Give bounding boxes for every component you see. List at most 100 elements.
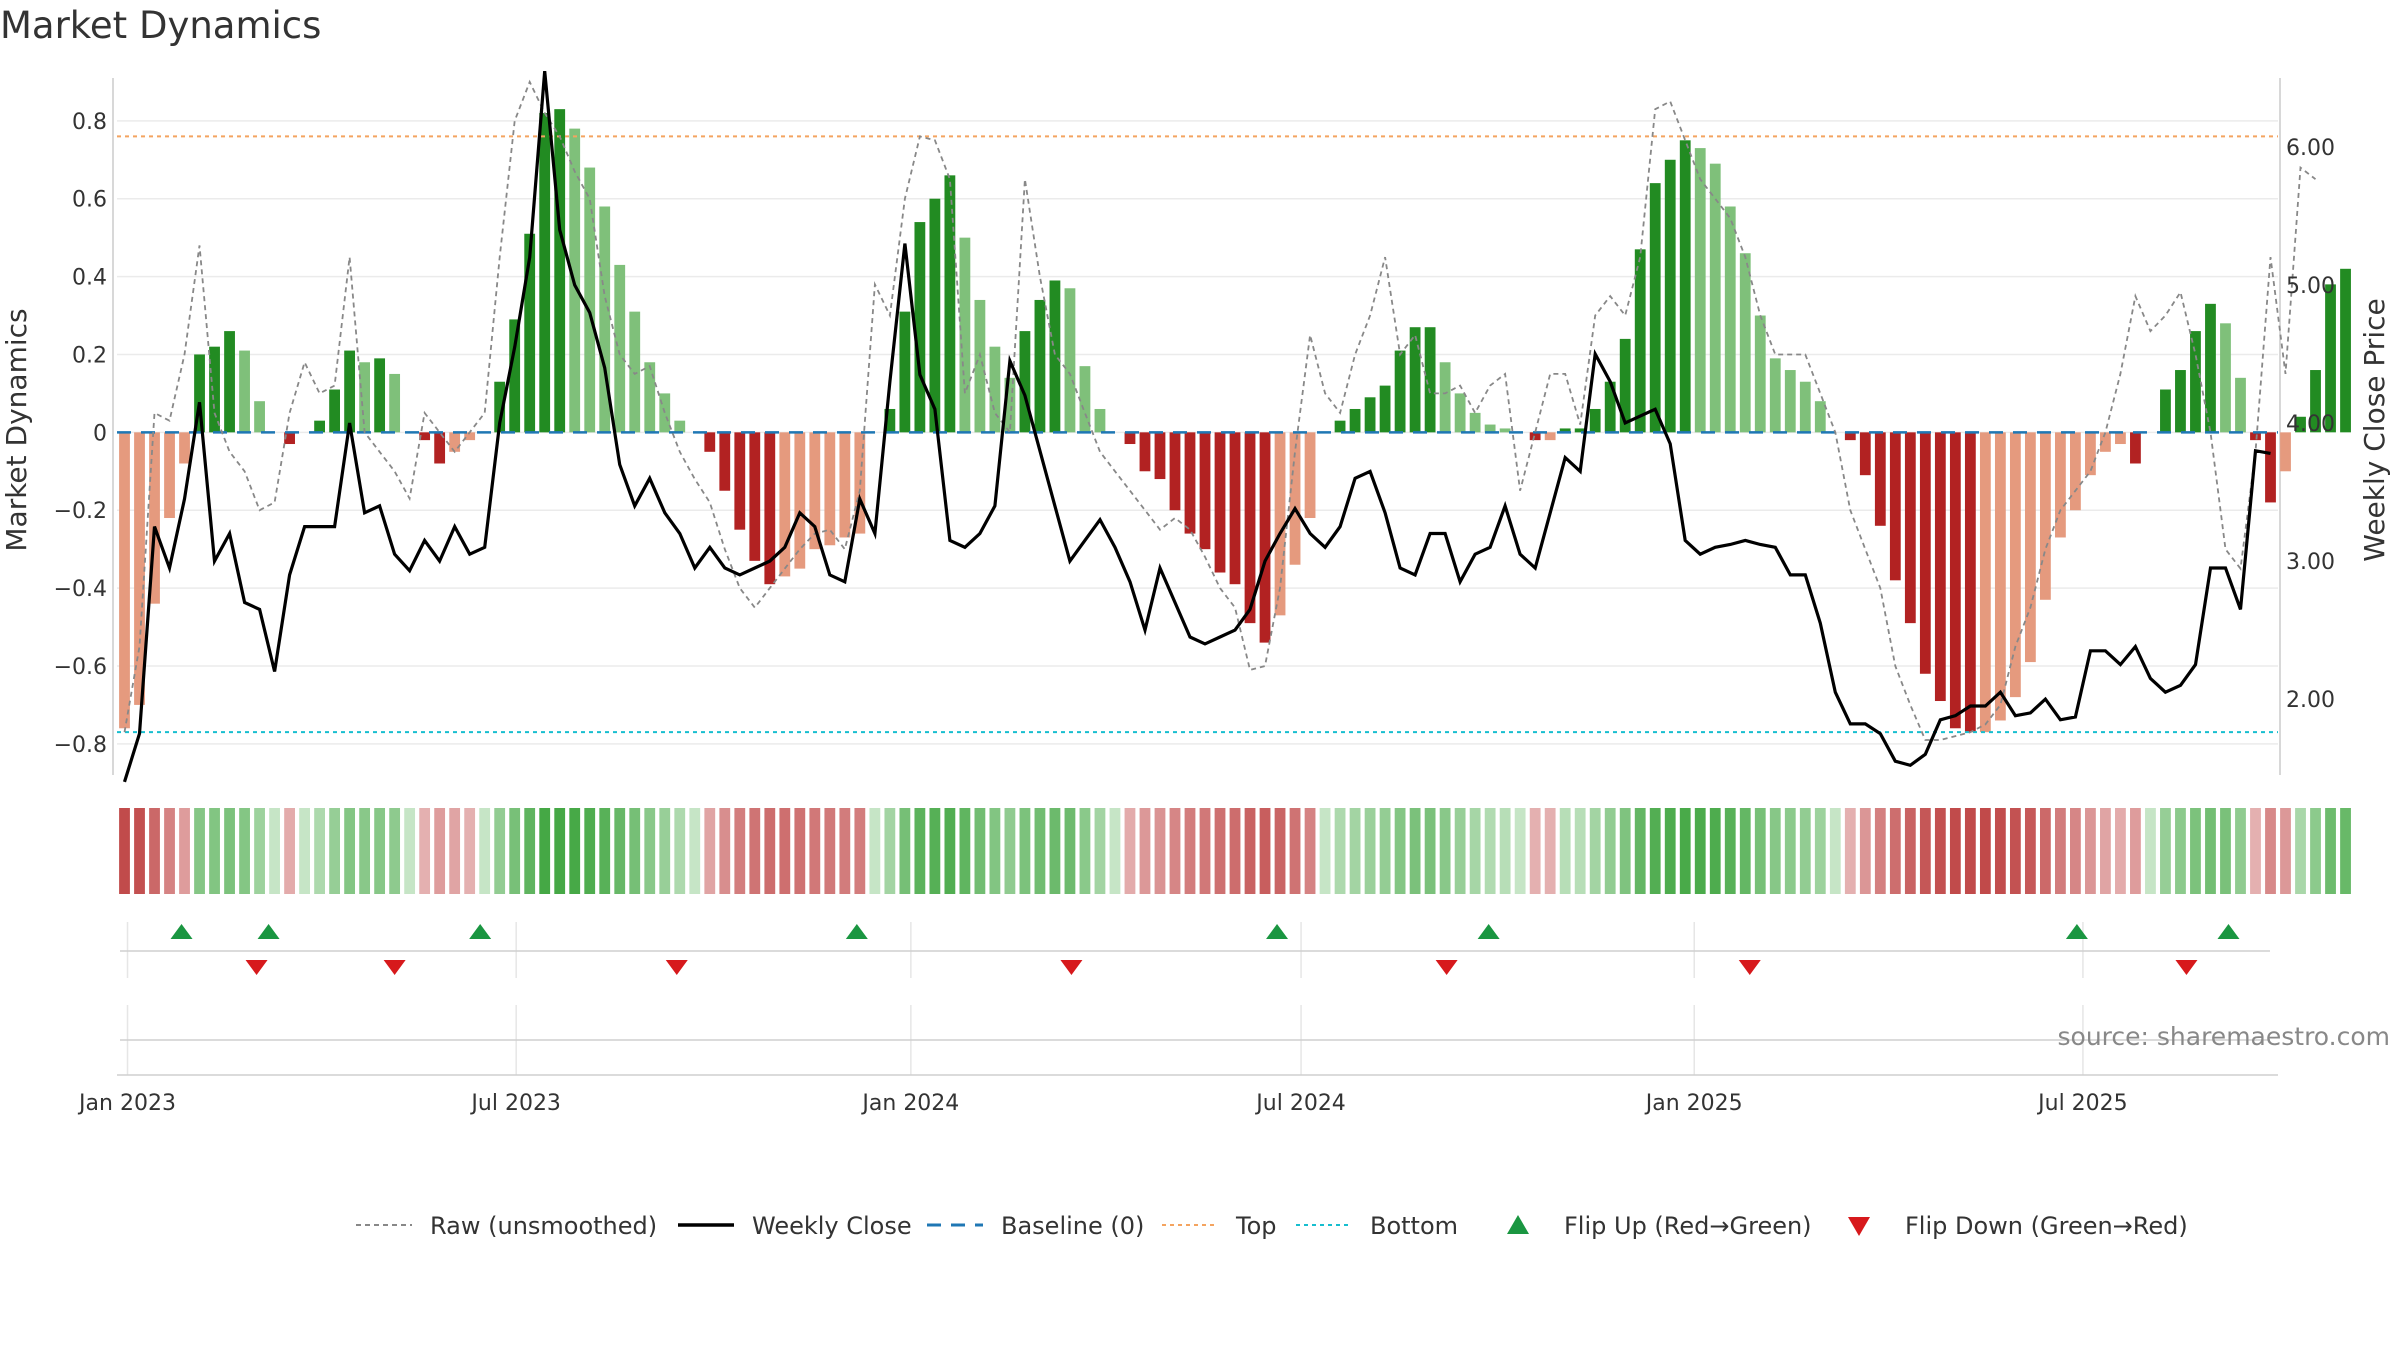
dynamics-bar (2085, 432, 2096, 476)
series-lines (122, 70, 2317, 783)
dynamics-bar (1979, 432, 1991, 733)
band-cell (2340, 808, 2351, 894)
band-cell (854, 808, 866, 894)
band-cell (1679, 808, 1691, 894)
dynamics-bar (1754, 315, 1766, 433)
dynamics-bar (1004, 377, 1016, 433)
dynamics-bar (1859, 432, 1871, 476)
dynamics-bar (134, 432, 145, 705)
y-tick-label: 0.8 (72, 110, 107, 135)
y2-axis-label: Weekly Close Price (2358, 298, 2391, 561)
flip-up-marker (469, 924, 492, 939)
dynamics-bar (1469, 412, 1481, 433)
dynamics-bar (2130, 432, 2141, 464)
band-cell (1124, 808, 1136, 894)
band-cell (2130, 808, 2141, 894)
band-cell (2009, 808, 2021, 894)
dynamics-bar (1559, 428, 1571, 433)
dynamics-bar (2265, 432, 2276, 503)
band-cell (374, 808, 386, 894)
band-cell (1694, 808, 1706, 894)
legend-label: Flip Down (Green→Red) (1905, 1212, 2188, 1240)
dynamics-bar (1049, 280, 1061, 433)
band-cell (2085, 808, 2096, 894)
dynamics-bar (1889, 432, 1901, 581)
flip-down-marker (1738, 960, 1761, 975)
legend-label: Raw (unsmoothed) (430, 1212, 657, 1240)
band-cell (1154, 808, 1166, 894)
dynamics-bar (809, 432, 821, 550)
band-cell (2250, 808, 2261, 894)
dynamics-bar (989, 346, 1001, 433)
band-cell (1964, 808, 1976, 894)
band-cell (1799, 808, 1811, 894)
flip-down-marker (1060, 960, 1083, 975)
dynamics-bar (2160, 389, 2171, 433)
dynamics-bar (2235, 377, 2246, 433)
dynamics-bar (2009, 432, 2021, 698)
axis-ticks: −0.8 −0.6 −0.4 −0.2 0 0.2 0.4 0.6 0.8 2.00 3.00 4.0… (54, 110, 2335, 1116)
y2-tick-label: 5.00 (2286, 274, 2335, 299)
legend-label: Top (1235, 1212, 1277, 1240)
band-cell (959, 808, 971, 894)
dynamics-bar (1664, 159, 1676, 433)
band-cell (1829, 808, 1841, 894)
dynamics-bar (1064, 288, 1076, 433)
dynamics-bar (1289, 432, 1301, 565)
band-cell (1259, 808, 1271, 894)
dynamics-bar (824, 432, 836, 546)
dynamics-bar (1439, 362, 1451, 433)
source-credit: source: sharemaestro.com (2058, 1022, 2391, 1051)
band-cell (749, 808, 761, 894)
dynamics-bar (1844, 432, 1856, 441)
band-cell (1739, 808, 1751, 894)
band-cell (1079, 808, 1091, 894)
band-cell (344, 808, 356, 894)
band-cell (1064, 808, 1076, 894)
dynamics-bar (374, 358, 386, 433)
band-cell (734, 808, 746, 894)
band-cell (569, 808, 581, 894)
dynamics-bar (524, 233, 536, 433)
flip-down-marker (1435, 960, 1458, 975)
band-cell (629, 808, 641, 894)
dynamics-bar (194, 354, 205, 433)
dynamics-bar (2054, 432, 2066, 538)
dynamics-bar (1634, 249, 1646, 433)
band-cell (434, 808, 446, 894)
dynamics-bar (1379, 385, 1391, 433)
band-cell (1634, 808, 1646, 894)
x-tick-label: Jul 2023 (469, 1091, 561, 1116)
band-cell (824, 808, 836, 894)
band-cell (2070, 808, 2081, 894)
band-cell (944, 808, 956, 894)
band-cell (1409, 808, 1421, 894)
dynamics-bar (449, 432, 461, 452)
dynamics-bar (659, 393, 671, 433)
band-cell (2190, 808, 2201, 894)
y-tick-label: 0.4 (72, 266, 107, 291)
dynamics-bar (629, 311, 641, 433)
y2-tick-label: 4.00 (2286, 412, 2335, 437)
y-axis-label: Market Dynamics (0, 308, 33, 551)
band-cell (779, 808, 791, 894)
dynamics-bar (1139, 432, 1151, 472)
band-cell (1784, 808, 1796, 894)
dynamics-bar (1904, 432, 1916, 624)
band-cell (974, 808, 986, 894)
band-cell (1379, 808, 1391, 894)
band-cell (839, 808, 851, 894)
band-cell (2115, 808, 2126, 894)
dynamics-bar (1034, 299, 1046, 433)
band-cell (2235, 808, 2246, 894)
chart-title: Market Dynamics (0, 4, 322, 47)
flip-up-marker (257, 924, 280, 939)
band-cell (179, 808, 190, 894)
band-cell (2295, 808, 2306, 894)
band-cell (1469, 808, 1481, 894)
band-cell (1019, 808, 1031, 894)
dynamics-bar (599, 206, 611, 433)
band-cell (2175, 808, 2186, 894)
band-cell (644, 808, 656, 894)
dynamics-bar (1169, 432, 1181, 511)
